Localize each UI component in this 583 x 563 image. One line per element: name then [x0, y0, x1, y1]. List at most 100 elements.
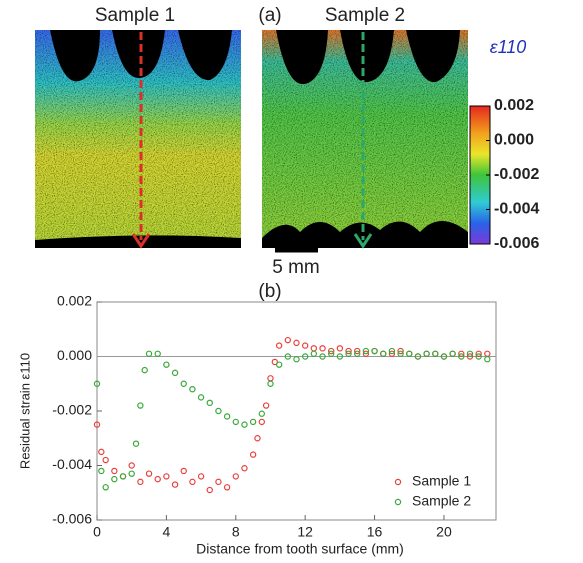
data-point: [414, 353, 422, 360]
data-point: [163, 473, 170, 480]
data-point: [475, 350, 482, 357]
data-point: [163, 361, 170, 368]
data-point: [98, 467, 105, 475]
colorbar-tick-label: -0.006: [494, 235, 539, 252]
data-point: [284, 336, 292, 344]
data-point: [336, 353, 344, 360]
data-point: [345, 350, 352, 357]
legend-label: Sample 2: [412, 493, 471, 509]
data-point: [336, 345, 344, 352]
data-point: [154, 475, 161, 483]
data-point: [354, 350, 361, 357]
data-point: [93, 421, 101, 428]
data-point: [189, 386, 196, 393]
legend-marker: [394, 498, 402, 506]
data-point: [180, 467, 187, 475]
data-point: [310, 345, 318, 352]
colorbar-label: ε110: [490, 37, 527, 57]
data-point: [111, 475, 118, 483]
data-point: [249, 451, 257, 458]
data-point: [171, 481, 179, 488]
y-tick-label: -0.004: [52, 456, 92, 472]
data-point: [93, 380, 101, 387]
colorbar-tick-label: 0.000: [494, 132, 534, 149]
x-tick-label: 0: [93, 524, 101, 540]
data-point: [137, 402, 144, 409]
data-point: [440, 353, 448, 360]
data-point: [132, 440, 140, 447]
data-point: [466, 350, 474, 357]
y-tick-label: 0.002: [57, 293, 92, 309]
data-point: [406, 350, 413, 357]
data-point: [380, 350, 387, 357]
data-point: [232, 473, 239, 480]
data-point: [145, 350, 153, 357]
legend-marker: [394, 478, 402, 486]
data-point: [215, 407, 222, 415]
data-point: [232, 418, 239, 426]
data-point: [388, 350, 396, 357]
data-point: [215, 478, 222, 486]
data-point: [327, 347, 335, 355]
data-point: [267, 375, 274, 382]
data-point: [267, 380, 274, 387]
panel-label: Sample 2: [325, 5, 405, 26]
data-point: [137, 478, 144, 486]
data-point: [301, 342, 309, 349]
scale-bar-label: 5 mm: [272, 257, 320, 278]
data-point: [432, 350, 439, 357]
data-point: [206, 399, 213, 407]
data-point: [258, 410, 266, 417]
data-point: [249, 418, 257, 426]
data-point: [197, 394, 205, 401]
data-point: [111, 467, 118, 475]
data-point: [319, 353, 326, 360]
data-point: [484, 350, 491, 357]
data-point: [371, 347, 378, 355]
data-point: [197, 473, 205, 480]
data-point: [362, 350, 370, 357]
data-point: [484, 356, 491, 363]
data-point: [475, 353, 482, 360]
data-point: [293, 339, 300, 347]
data-point: [345, 347, 352, 355]
data-point: [449, 350, 456, 357]
data-point: [102, 484, 109, 491]
data-point: [397, 347, 404, 355]
data-point: [319, 345, 326, 352]
data-point: [271, 358, 279, 366]
data-point: [310, 350, 318, 357]
data-point: [458, 353, 465, 360]
data-point: [241, 465, 248, 472]
data-point: [119, 473, 127, 480]
figure-label: (b): [258, 281, 281, 302]
data-point: [284, 353, 292, 360]
sample-1-map: [35, 30, 241, 249]
x-tick-label: 16: [367, 524, 383, 540]
data-point: [388, 347, 396, 355]
data-point: [241, 421, 248, 428]
y-tick-label: 0.000: [57, 347, 92, 363]
data-point: [423, 350, 430, 357]
x-tick-label: 12: [297, 524, 313, 540]
data-point: [180, 380, 187, 387]
x-tick-label: 20: [436, 524, 452, 540]
y-tick-label: -0.002: [52, 402, 92, 418]
data-point: [466, 353, 474, 360]
data-point: [258, 418, 266, 426]
data-point: [458, 350, 465, 357]
data-point: [362, 347, 370, 355]
data-point: [254, 435, 261, 442]
sample-2-map: [262, 30, 468, 249]
colorbar-tick-label: 0.002: [494, 97, 534, 114]
data-point: [98, 448, 105, 456]
x-axis-label: Distance from tooth surface (mm): [196, 541, 404, 557]
colorbar-tick-label: -0.004: [494, 201, 539, 218]
data-point: [206, 486, 213, 494]
data-point: [223, 413, 231, 420]
x-tick-label: 8: [232, 524, 240, 540]
y-tick-label: -0.006: [52, 511, 92, 527]
data-point: [102, 456, 109, 464]
